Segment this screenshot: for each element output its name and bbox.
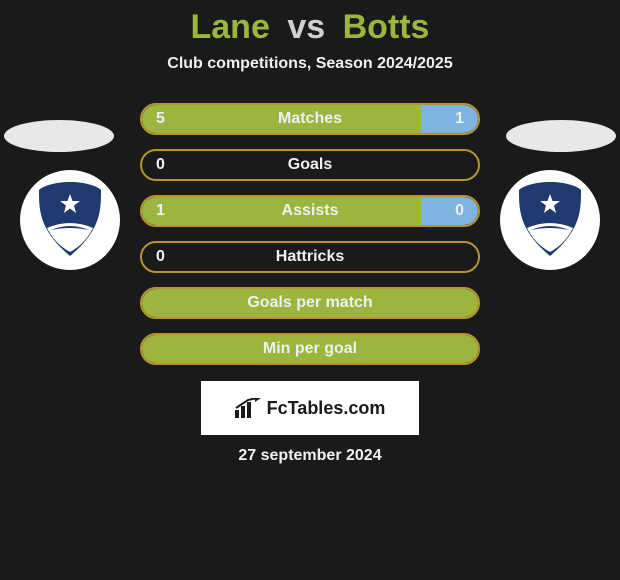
bar-label: Goals per match [247, 294, 372, 312]
date-label: 27 september 2024 [0, 447, 620, 465]
player2-avatar-oval [506, 120, 616, 152]
stats-bars: 5 1 Matches 0 Goals 1 0 Assists 0 Hattricks Goals … [140, 103, 480, 365]
bar-value-left: 0 [156, 156, 165, 174]
player2-club-badge [500, 170, 600, 270]
subtitle: Club competitions, Season 2024/2025 [0, 55, 620, 73]
bar-label: Assists [282, 202, 339, 220]
bar-value-right: 1 [455, 110, 464, 128]
bar-fill-right [421, 197, 478, 225]
bar-label: Matches [278, 110, 342, 128]
stat-bar: 5 1 Matches [140, 103, 480, 135]
footer-brand-box: FcTables.com [201, 381, 419, 435]
stat-bar: 1 0 Assists [140, 195, 480, 227]
stat-bar: Min per goal [140, 333, 480, 365]
player1-name: Lane [191, 8, 270, 46]
player2-name: Botts [343, 8, 430, 46]
bar-label: Goals [288, 156, 332, 174]
stat-bar: 0 Goals [140, 149, 480, 181]
footer-brand-text: FcTables.com [267, 398, 386, 419]
shield-icon [515, 180, 585, 260]
title: Lane vs Botts [0, 8, 620, 47]
stat-bar: 0 Hattricks [140, 241, 480, 273]
vs-label: vs [287, 8, 325, 46]
chart-icon [235, 398, 261, 418]
comparison-container: Lane vs Botts Club competitions, Season … [0, 0, 620, 580]
bar-label: Hattricks [276, 248, 344, 266]
bar-fill-right [421, 105, 478, 133]
bar-value-left: 0 [156, 248, 165, 266]
bar-value-left: 5 [156, 110, 165, 128]
player1-club-badge [20, 170, 120, 270]
player1-avatar-oval [4, 120, 114, 152]
bar-value-left: 1 [156, 202, 165, 220]
shield-icon [35, 180, 105, 260]
bar-label: Min per goal [263, 340, 357, 358]
bar-value-right: 0 [455, 202, 464, 220]
stat-bar: Goals per match [140, 287, 480, 319]
